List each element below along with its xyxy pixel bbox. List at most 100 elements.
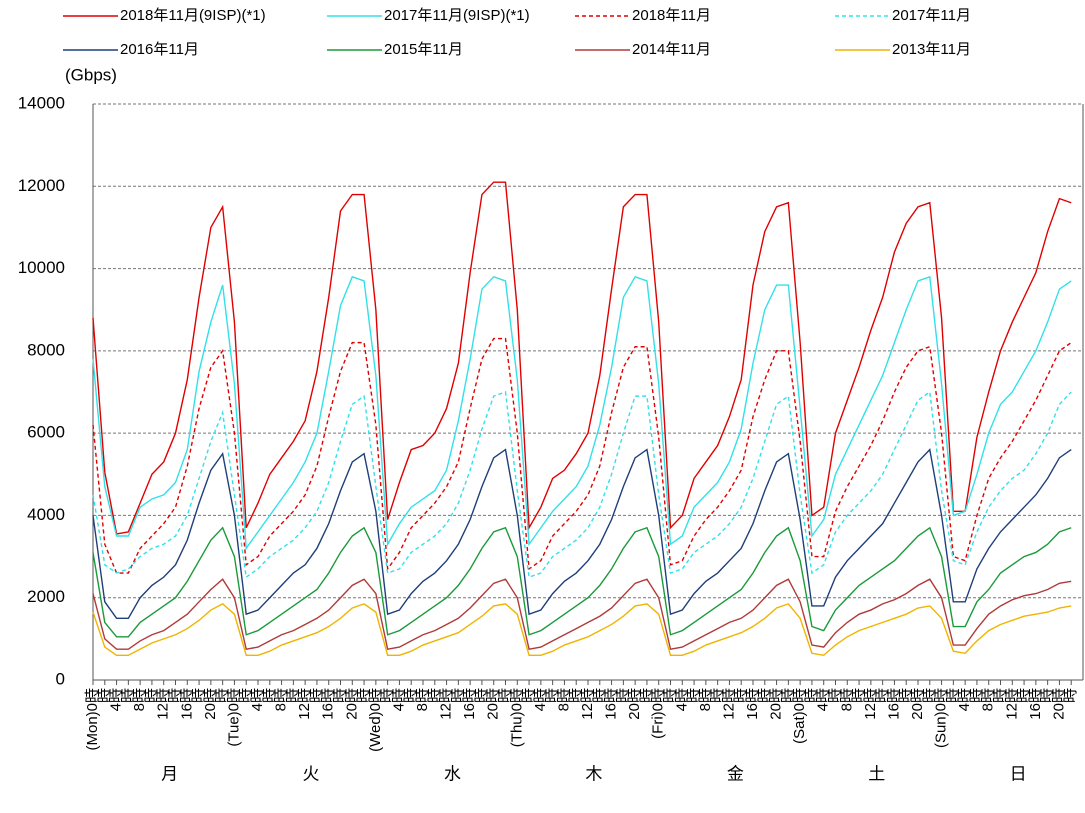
x-tick-label: 時	[237, 688, 254, 703]
legend-label: 2015年11月	[384, 41, 463, 58]
x-tick-label: 16時	[320, 688, 337, 720]
x-tick-label: 時	[214, 688, 231, 703]
x-tick-label: 20時	[909, 688, 926, 720]
x-tick-label: 20時	[626, 688, 643, 720]
x-tick-label: 4時	[249, 688, 266, 711]
x-tick-label: 時	[638, 688, 655, 703]
series-line	[92, 526, 1072, 638]
day-label: 月	[161, 764, 178, 783]
x-tick-label: 時	[1039, 688, 1056, 703]
x-tick-label: 時	[1062, 688, 1079, 703]
x-tick-label: 8時	[838, 688, 855, 711]
x-tick-label: 時	[991, 688, 1008, 703]
y-tick-label: 14000	[18, 93, 65, 112]
x-tick-label: 20時	[202, 688, 219, 720]
x-tick-label: 時	[709, 688, 726, 703]
series-line	[92, 181, 1072, 535]
x-tick-label: 時	[1015, 688, 1032, 703]
day-label: 水	[444, 764, 461, 783]
series-line	[92, 603, 1072, 657]
day-label: 土	[868, 764, 885, 783]
x-tick-label: 12時	[720, 688, 737, 720]
x-tick-label: 8時	[697, 688, 714, 711]
x-tick-label: 20時	[1050, 688, 1067, 720]
x-tick-label: 20時	[343, 688, 360, 720]
x-tick-label: 時	[496, 688, 513, 703]
legend-label: 2018年11月(9ISP)(*1)	[120, 7, 266, 24]
x-tick-label: 16時	[1027, 688, 1044, 720]
x-tick-label: 4時	[108, 688, 125, 711]
y-tick-label: 4000	[27, 505, 65, 524]
x-tick-label: 16時	[744, 688, 761, 720]
x-tick-label: 時	[520, 688, 537, 703]
y-axis-label: (Gbps)	[65, 65, 117, 84]
x-tick-label: 時	[308, 688, 325, 703]
legend-label: 2016年11月	[120, 41, 199, 58]
x-tick-label: 8時	[555, 688, 572, 711]
x-tick-label: 時	[897, 688, 914, 703]
x-tick-label: 16時	[885, 688, 902, 720]
x-tick-label: 4時	[956, 688, 973, 711]
x-tick-label: 時	[166, 688, 183, 703]
x-tick-label: 時	[803, 688, 820, 703]
x-tick-label: 時	[661, 688, 678, 703]
x-tick-label: 時	[779, 688, 796, 703]
x-tick-label: 8時	[980, 688, 997, 711]
x-tick-label: 時	[379, 688, 396, 703]
y-tick-label: 8000	[27, 340, 65, 359]
x-tick-label: 16時	[603, 688, 620, 720]
y-tick-label: 12000	[18, 176, 65, 195]
x-tick-label: 時	[826, 688, 843, 703]
x-tick-label: 8時	[273, 688, 290, 711]
x-tick-label: 時	[567, 688, 584, 703]
y-tick-label: 2000	[27, 587, 65, 606]
x-tick-label: 8時	[414, 688, 431, 711]
x-tick-label: 時	[591, 688, 608, 703]
x-tick-label: 時	[968, 688, 985, 703]
x-tick-label: 時	[355, 688, 372, 703]
x-tick-label: 20時	[485, 688, 502, 720]
x-tick-label: 4時	[532, 688, 549, 711]
x-tick-label: 時	[119, 688, 136, 703]
x-tick-label: 16時	[461, 688, 478, 720]
x-tick-label: 時	[284, 688, 301, 703]
x-tick-label: 12時	[1003, 688, 1020, 720]
x-tick-label: (Thu)0時	[508, 688, 525, 747]
x-tick-label: 時	[685, 688, 702, 703]
x-tick-label: 時	[426, 688, 443, 703]
x-tick-label: 12時	[579, 688, 596, 720]
x-tick-label: (Sat)0時	[791, 688, 808, 744]
x-tick-label: 12時	[862, 688, 879, 720]
x-tick-label: 時	[402, 688, 419, 703]
day-label: 火	[303, 764, 320, 783]
legend-label: 2018年11月	[632, 7, 711, 24]
x-tick-label: 20時	[768, 688, 785, 720]
x-tick-label: 12時	[155, 688, 172, 720]
x-tick-label: 時	[96, 688, 113, 703]
x-tick-label: 12時	[296, 688, 313, 720]
x-tick-label: 時	[544, 688, 561, 703]
x-tick-label: 時	[143, 688, 160, 703]
x-tick-label: 時	[331, 688, 348, 703]
x-tick-label: (Mon)0時	[84, 688, 101, 751]
day-label: 日	[1010, 764, 1027, 783]
x-tick-label: 16時	[178, 688, 195, 720]
legend-label: 2017年11月(9ISP)(*1)	[384, 7, 530, 24]
x-tick-label: 時	[850, 688, 867, 703]
x-tick-label: 時	[756, 688, 773, 703]
x-tick-label: (Fri)0時	[650, 688, 667, 739]
x-tick-label: (Tue)0時	[225, 688, 242, 747]
y-tick-label: 0	[56, 669, 65, 688]
x-tick-label: 4時	[390, 688, 407, 711]
day-label: 金	[727, 764, 744, 783]
series-line	[92, 275, 1072, 551]
y-tick-label: 6000	[27, 423, 65, 442]
legend-label: 2013年11月	[892, 41, 971, 58]
legend-label: 2014年11月	[632, 41, 711, 58]
x-tick-label: 時	[874, 688, 891, 703]
x-tick-label: 時	[944, 688, 961, 703]
x-tick-label: 時	[614, 688, 631, 703]
day-label: 木	[585, 764, 602, 783]
x-tick-label: 時	[473, 688, 490, 703]
